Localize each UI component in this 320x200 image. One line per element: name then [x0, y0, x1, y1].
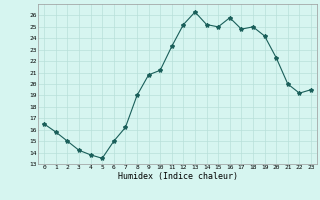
- X-axis label: Humidex (Indice chaleur): Humidex (Indice chaleur): [118, 172, 238, 181]
